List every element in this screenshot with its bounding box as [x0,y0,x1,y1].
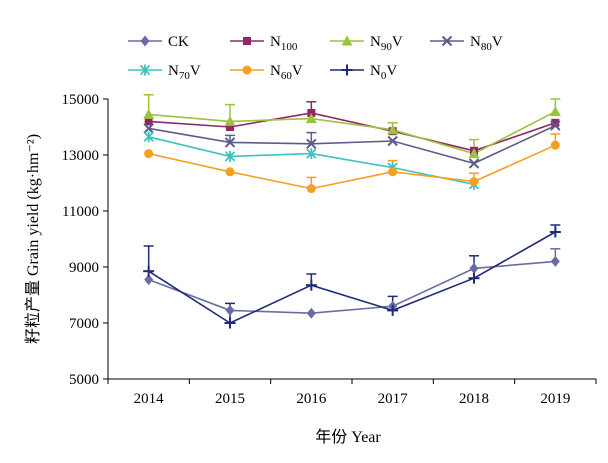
data-point-n100v [551,118,560,127]
data-point-n60v [550,140,560,150]
legend-item-n60v: N60V [230,63,303,82]
x-tick-label: 2014 [134,391,165,407]
data-point-n90v [468,148,480,159]
data-point-n0v [549,226,561,238]
data-point-n80v [387,135,398,147]
y-axis-title: 籽粒产量 Grain yield (kg·hm⁻²) [24,134,42,344]
legend-swatch-marker [341,35,353,46]
data-point-n90v [549,106,561,117]
data-point-n70v [224,150,236,162]
y-tick-label: 15000 [62,92,100,108]
data-point-n60v [388,167,398,177]
legend: CK N100 N90V N80V N70V N60V N0V [128,34,503,82]
legend-item-n90v: N90V [330,34,403,53]
legend-label: N70V [168,63,201,82]
x-tick-label: 2015 [215,391,245,407]
series-lines [148,110,556,324]
legend-label: N0V [370,63,397,82]
data-point-n100v [144,117,153,126]
data-point-n100v [226,123,234,131]
data-point-n60v [225,167,235,177]
x-tick-label: 2016 [296,391,327,407]
legend-label: N100 [270,34,298,53]
legend-swatch-marker [139,64,151,76]
data-point-n60v [144,149,154,159]
data-point-n80v [143,123,154,134]
y-tick-label: 7000 [69,316,99,332]
legend-item-ck: CK [128,34,189,50]
legend-label: N60V [270,63,303,82]
y-tick-label: 11000 [62,204,99,220]
series-line-n100v [148,112,556,152]
data-point-n0v [224,317,236,329]
data-point-n60v [469,177,479,187]
legend-label: N90V [370,34,403,53]
legend-swatch-marker [441,35,453,47]
legend-item-n80v: N80V [430,34,503,53]
legend-swatch-marker [341,64,353,76]
y-tick-label: 5000 [69,372,99,388]
axes: 5000 7000 9000 11000 13000 15000 2014 2015 2016 2… [62,92,597,407]
legend-item-n100v: N100 [230,34,298,53]
data-point-n60v [306,184,316,194]
series-markers [143,106,561,329]
data-point-n0v [387,304,399,316]
legend-label: N80V [470,34,503,53]
data-point-n90v [387,124,399,135]
x-tick-label: 2019 [540,391,570,407]
data-point-n90v [143,108,155,119]
legend-swatch-marker [243,37,251,45]
data-point-n0v [305,279,317,291]
data-point-n0v [143,265,155,277]
legend-swatch-marker [242,65,252,75]
series-line-n0v [148,231,556,324]
series-line-n90v [148,110,556,155]
error-bars [143,94,561,323]
data-point-ck [306,307,316,319]
data-point-n90v [224,115,236,126]
data-point-n70v [306,148,317,160]
y-tick-label: 9000 [69,260,99,276]
legend-swatch-marker [140,35,150,47]
data-point-n100v [307,109,316,117]
error-bar-n80v [306,131,317,144]
data-point-ck [469,262,479,274]
legend-item-n70v: N70V [128,63,201,82]
data-point-n80v [306,138,317,150]
data-point-n80v [468,158,480,169]
x-tick-label: 2018 [459,391,489,407]
data-point-n80v [224,137,236,148]
legend-item-n0v: N0V [330,63,397,82]
data-point-n70v [143,131,154,143]
series-line-n60v [148,144,556,190]
data-point-n0v [468,272,480,284]
data-point-ck [550,255,560,267]
data-point-n80v [550,120,561,131]
series-line-ck [148,260,556,315]
legend-label: CK [168,34,189,50]
series-line-n80v [148,124,556,165]
x-axis-title: 年份 Year [315,428,381,446]
data-point-n90v [305,113,317,124]
y-tick-label: 13000 [62,148,100,164]
x-tick-label: 2017 [378,391,409,407]
data-point-ck [144,274,154,286]
data-point-ck [225,304,235,316]
